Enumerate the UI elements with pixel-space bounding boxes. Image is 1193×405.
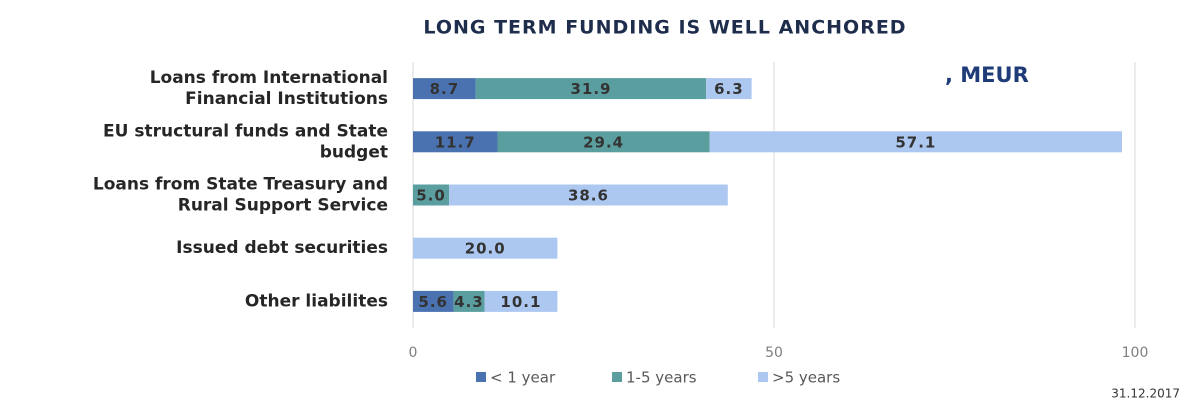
y-tick-label: Other liabilites	[245, 291, 388, 311]
legend-label: 1-5 years	[626, 369, 697, 387]
chart-title: LONG TERM FUNDING IS WELL ANCHORED	[423, 17, 906, 39]
data-label: 38.6	[568, 187, 609, 205]
y-tick-label: Loans from State Treasury and Rural Suppo…	[93, 175, 388, 216]
legend-label: >5 years	[772, 369, 840, 387]
data-label: 8.7	[430, 80, 460, 98]
legend-swatch	[476, 372, 486, 382]
data-label: 10.1	[500, 293, 541, 311]
bar-segment	[475, 78, 707, 100]
data-label: 20.0	[465, 240, 506, 258]
data-label: 5.0	[416, 187, 446, 205]
annotation: , MEUR	[945, 63, 1029, 87]
y-tick-label: EU structural funds and State budget	[103, 121, 388, 162]
legend-swatch	[612, 372, 622, 382]
data-label: 29.4	[583, 133, 624, 151]
y-tick-label: Issued debt securities	[176, 238, 388, 258]
bar-segment	[413, 237, 558, 259]
data-label: 31.9	[570, 80, 611, 98]
data-label: 6.3	[714, 80, 744, 98]
x-tick-label: 0	[409, 345, 418, 361]
x-tick-label: 100	[1122, 345, 1149, 361]
y-tick-label: Loans from International Financial Instit…	[150, 68, 388, 109]
legend-label: < 1 year	[490, 369, 556, 387]
bar-segment	[709, 131, 1123, 153]
bar-segment	[449, 184, 728, 206]
bar-segment	[413, 184, 450, 206]
date-note: 31.12.2017	[1111, 387, 1180, 401]
bar-segment	[453, 290, 485, 312]
bar-segment	[706, 78, 752, 100]
data-label: 57.1	[895, 133, 936, 151]
bar-segment	[497, 131, 710, 153]
bar-segment	[413, 290, 454, 312]
bar-segment	[413, 131, 498, 153]
bar-segment	[413, 78, 476, 100]
x-tick-label: 50	[765, 345, 783, 361]
data-label: 4.3	[454, 293, 484, 311]
bar-segment	[484, 290, 558, 312]
legend-swatch	[758, 372, 768, 382]
data-label: 11.7	[435, 133, 476, 151]
data-label: 5.6	[418, 293, 448, 311]
